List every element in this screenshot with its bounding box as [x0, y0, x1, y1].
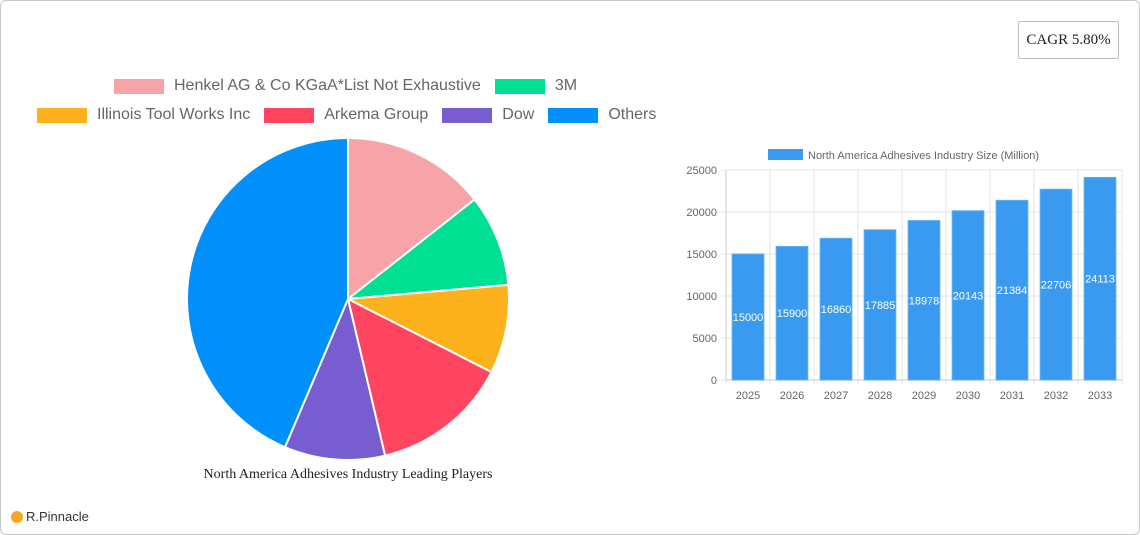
- bar[interactable]: [1039, 188, 1073, 381]
- pie-title: North America Adhesives Industry Leading…: [203, 467, 493, 482]
- brand-logo: R.Pinnacle: [11, 509, 89, 524]
- y-tick-label: 15000: [686, 249, 717, 261]
- y-tick-label: 20000: [686, 207, 717, 219]
- legend-swatch: [494, 78, 545, 94]
- x-tick-label: 2028: [868, 390, 892, 402]
- bar-value-label: 18978: [909, 295, 940, 307]
- legend-item[interactable]: Arkema Group: [264, 106, 428, 124]
- y-tick-label: 5000: [693, 333, 717, 345]
- legend-item[interactable]: Henkel AG & Co KGaA*List Not Exhaustive: [114, 77, 481, 95]
- y-tick-label: 25000: [686, 165, 717, 177]
- pie-slice[interactable]: [186, 136, 349, 449]
- legend-swatch: [264, 107, 315, 123]
- legend-label: Others: [608, 106, 657, 123]
- y-tick-label: 10000: [686, 291, 717, 303]
- pie-slice[interactable]: [347, 136, 476, 302]
- bar-chart: North America Adhesives Industry Size (M…: [686, 149, 1123, 402]
- cagr-badge: CAGR 5.80%: [1018, 21, 1119, 59]
- bar[interactable]: [907, 220, 941, 381]
- bar-value-label: 22706: [1041, 280, 1072, 292]
- y-tick-label: 0: [711, 375, 717, 387]
- x-tick-label: 2026: [780, 390, 804, 402]
- pie-slice[interactable]: [344, 198, 510, 301]
- bar-value-label: 20143: [953, 290, 984, 302]
- x-tick-label: 2029: [912, 390, 936, 402]
- bar-value-label: 24113: [1085, 274, 1115, 286]
- legend-label: Dow: [502, 106, 535, 123]
- bar-value-label: 15000: [733, 312, 764, 324]
- bar[interactable]: [731, 253, 765, 381]
- legend-label: Henkel AG & Co KGaA*List Not Exhaustive: [174, 77, 481, 94]
- legend-item[interactable]: Dow: [442, 106, 534, 124]
- bar[interactable]: [775, 245, 809, 381]
- bar[interactable]: [1083, 176, 1117, 381]
- pie-slice[interactable]: [344, 283, 510, 374]
- pie-legend-row-2: Illinois Tool Works Inc Arkema Group Dow Ot…: [37, 106, 670, 124]
- bar[interactable]: [951, 210, 985, 381]
- legend-label: Arkema Group: [324, 106, 429, 123]
- pie-chart: [186, 136, 510, 461]
- bar-legend-label[interactable]: North America Adhesives Industry Size (M…: [808, 150, 1039, 162]
- bar-value-label: 21384: [997, 285, 1028, 297]
- bar-value-label: 15900: [777, 308, 808, 320]
- pie-slice[interactable]: [283, 295, 387, 461]
- bar-value-label: 16860: [821, 304, 852, 316]
- legend-label: 3M: [554, 77, 578, 94]
- bar[interactable]: [819, 237, 853, 381]
- x-tick-label: 2032: [1044, 390, 1068, 402]
- bar[interactable]: [863, 229, 897, 381]
- bar-value-label: 17885: [865, 300, 896, 312]
- bar[interactable]: [995, 199, 1029, 381]
- x-tick-label: 2027: [824, 390, 848, 402]
- legend-item[interactable]: Others: [548, 106, 656, 124]
- x-tick-label: 2033: [1088, 390, 1112, 402]
- legend-swatch: [37, 107, 87, 123]
- logo-text: R.Pinnacle: [26, 509, 89, 524]
- x-tick-label: 2025: [736, 390, 760, 402]
- pie-legend-row-1: Henkel AG & Co KGaA*List Not Exhaustive 3…: [114, 77, 591, 95]
- bar-legend-swatch: [768, 149, 803, 160]
- logo-icon: [11, 510, 23, 523]
- legend-swatch: [548, 107, 599, 123]
- legend-swatch: [442, 107, 493, 123]
- legend-item[interactable]: Illinois Tool Works Inc: [37, 106, 250, 124]
- x-tick-label: 2031: [1000, 390, 1024, 402]
- legend-label: Illinois Tool Works Inc: [97, 106, 251, 123]
- x-tick-label: 2030: [956, 390, 980, 402]
- legend-item[interactable]: 3M: [494, 77, 578, 95]
- legend-swatch: [114, 78, 164, 94]
- pie-slice[interactable]: [346, 297, 493, 457]
- cagr-label: CAGR 5.80%: [1026, 31, 1111, 48]
